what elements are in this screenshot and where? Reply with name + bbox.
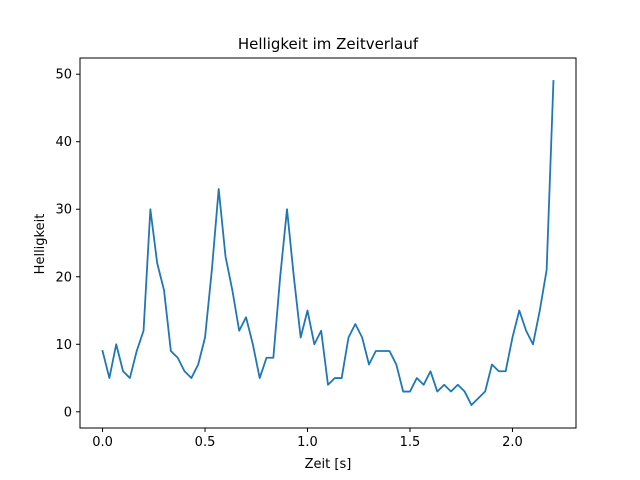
plot-frame [79,57,577,429]
x-tick-label: 1.0 [297,435,318,450]
x-tick-label: 1.5 [400,435,421,450]
y-axis-label: Helligkeit [33,214,48,275]
y-tick-label: 30 [55,203,72,218]
y-tick-label: 20 [55,270,72,285]
x-tick-label: 0.0 [92,435,113,450]
x-tick-label: 0.5 [195,435,216,450]
plot-area [79,57,577,429]
series-line-0 [101,80,555,406]
x-axis: 0.0 0.5 1.0 1.5 2.0 [92,428,523,450]
y-axis: 0 10 20 30 40 50 [55,68,80,420]
y-tick-label: 10 [55,338,72,353]
y-tick-label: 50 [55,68,72,83]
x-tick-label: 2.0 [502,435,523,450]
x-axis-label: Zeit [s] [305,457,352,472]
y-tick-label: 0 [64,405,72,420]
y-tick-label: 40 [55,135,72,150]
chart-title: Helligkeit im Zeitverlauf [238,35,419,53]
